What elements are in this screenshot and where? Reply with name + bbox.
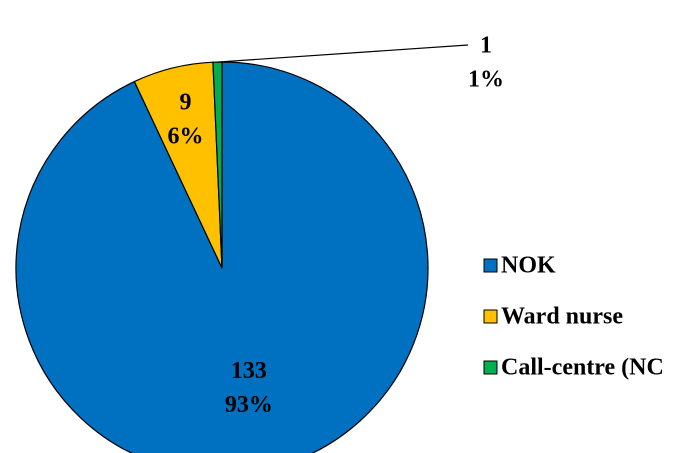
legend-label: Call-centre (NC bbox=[501, 355, 664, 381]
percent-label: 1% bbox=[468, 67, 504, 93]
legend-swatch bbox=[483, 258, 498, 273]
legend-swatch bbox=[483, 309, 498, 324]
legend-label: Ward nurse bbox=[501, 304, 623, 330]
data-label: 133 bbox=[231, 358, 267, 384]
legend-swatch bbox=[483, 360, 498, 375]
leader-line bbox=[217, 44, 469, 63]
percent-label: 93% bbox=[225, 392, 273, 418]
data-label: 1 bbox=[480, 33, 492, 59]
legend-label: NOK bbox=[501, 253, 556, 279]
percent-label: 6% bbox=[168, 123, 204, 149]
data-label: 9 bbox=[180, 89, 192, 115]
